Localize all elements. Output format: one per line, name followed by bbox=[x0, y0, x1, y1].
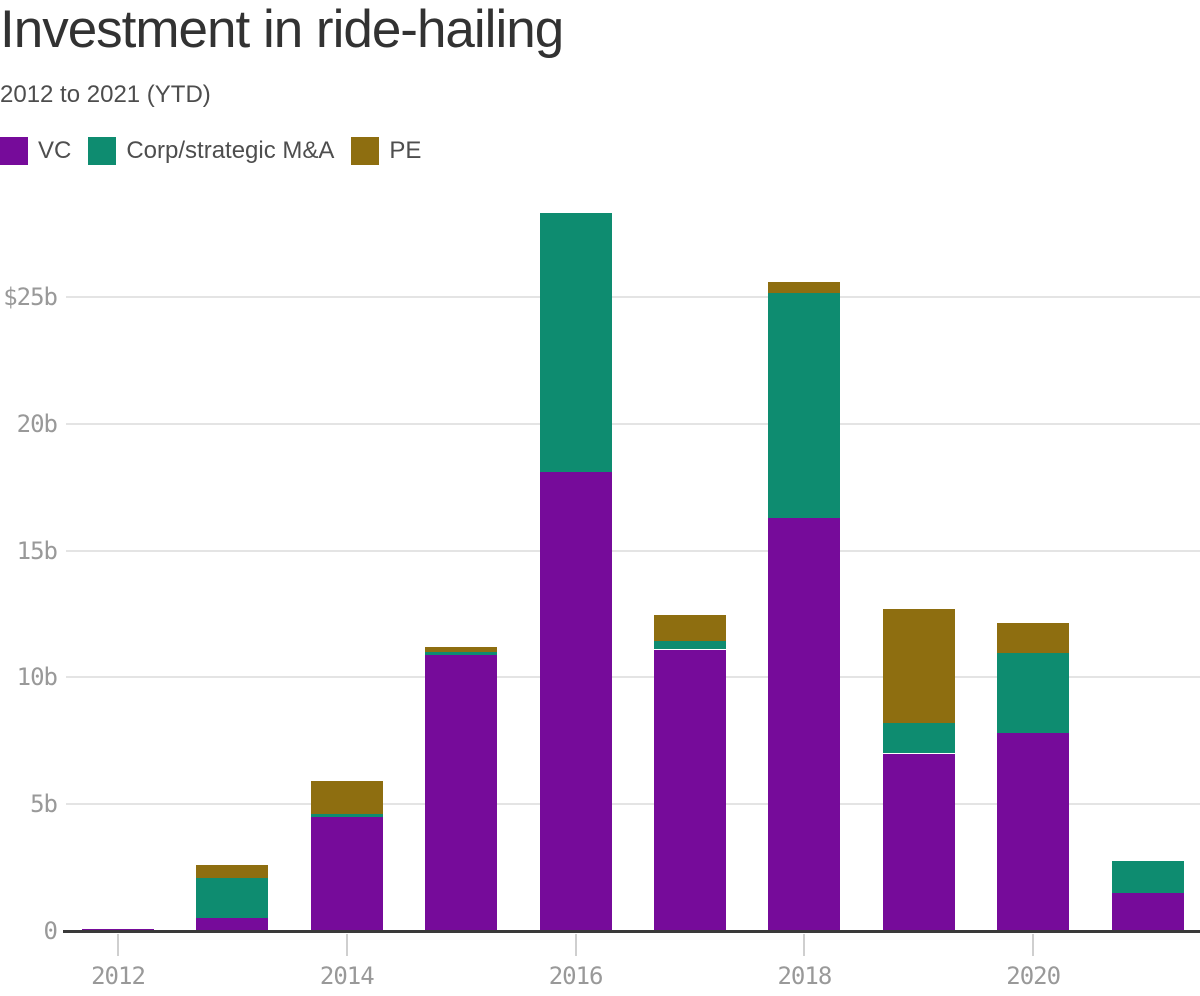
chart-title: Investment in ride-hailing bbox=[0, 0, 564, 59]
legend-swatch-pe bbox=[351, 137, 380, 165]
y-axis-label: $25b bbox=[3, 283, 58, 311]
gridline bbox=[66, 422, 1200, 425]
legend-item-corp-ma: Corp/strategic M&A bbox=[88, 137, 334, 165]
x-axis-label: 2016 bbox=[548, 962, 604, 990]
bar-segment-2021-ma bbox=[1111, 861, 1184, 893]
x-axis-label: 2020 bbox=[1006, 962, 1061, 990]
legend-label-vc: VC bbox=[38, 137, 72, 164]
gridline bbox=[66, 676, 1200, 679]
bar-segment-2013-vc bbox=[196, 918, 269, 931]
gridline bbox=[66, 549, 1200, 552]
bar-segment-2013-ma bbox=[196, 877, 269, 919]
bar-segment-2020-ma bbox=[997, 653, 1070, 734]
bar-segment-2014-ma bbox=[310, 814, 383, 817]
y-axis-label: 10b bbox=[16, 663, 58, 692]
x-axis-line bbox=[63, 930, 1200, 933]
gridline bbox=[66, 296, 1200, 298]
legend-label-pe: PE bbox=[389, 137, 422, 164]
bar-segment-2015-ma bbox=[425, 652, 498, 655]
bar-segment-2017-vc bbox=[654, 649, 726, 931]
bar-segment-2014-vc bbox=[310, 816, 383, 931]
x-axis-tick bbox=[345, 934, 348, 956]
x-axis-tick bbox=[1032, 934, 1035, 956]
x-axis-tick bbox=[117, 934, 119, 956]
bar-segment-2016-vc bbox=[539, 472, 612, 931]
bar-segment-2015-pe bbox=[425, 647, 498, 653]
bar-segment-2016-ma bbox=[539, 213, 612, 472]
x-axis-label: 2014 bbox=[319, 962, 375, 990]
x-axis-tick bbox=[574, 934, 577, 956]
legend: VC Corp/strategic M&A PE bbox=[0, 137, 438, 165]
gridline bbox=[66, 803, 1200, 806]
y-axis-label: 0 bbox=[43, 917, 58, 945]
bar-segment-2014-pe bbox=[310, 781, 383, 815]
legend-item-pe: PE bbox=[351, 137, 421, 165]
bar-segment-2020-pe bbox=[997, 622, 1070, 654]
bar-segment-2018-pe bbox=[768, 281, 841, 294]
bar-segment-2012-vc bbox=[82, 928, 154, 931]
legend-swatch-vc bbox=[0, 137, 28, 165]
bar-segment-2013-pe bbox=[196, 865, 269, 878]
x-axis-label: 2012 bbox=[91, 962, 146, 990]
bar-segment-2021-vc bbox=[1111, 893, 1184, 931]
legend-swatch-corp-ma bbox=[88, 137, 117, 165]
bar-segment-2015-vc bbox=[425, 654, 498, 931]
bar-segment-2018-ma bbox=[768, 293, 841, 518]
y-axis-label: 5b bbox=[30, 790, 58, 819]
bar-segment-2017-ma bbox=[654, 640, 726, 650]
bar-segment-2019-pe bbox=[882, 608, 955, 723]
chart-subtitle: 2012 to 2021 (YTD) bbox=[0, 81, 211, 108]
y-axis-label: 15b bbox=[16, 536, 58, 565]
bar-segment-2017-pe bbox=[654, 615, 726, 641]
bar-segment-2019-ma bbox=[882, 723, 955, 754]
y-axis-label: 20b bbox=[16, 409, 58, 438]
x-axis-label: 2018 bbox=[777, 962, 832, 990]
bar-segment-2019-vc bbox=[882, 753, 955, 931]
bar-segment-2020-vc bbox=[997, 733, 1070, 931]
legend-item-vc: VC bbox=[0, 137, 71, 165]
legend-label-corp-ma: Corp/strategic M&A bbox=[126, 137, 335, 164]
bar-segment-2018-vc bbox=[768, 517, 841, 931]
x-axis-tick bbox=[803, 934, 806, 956]
